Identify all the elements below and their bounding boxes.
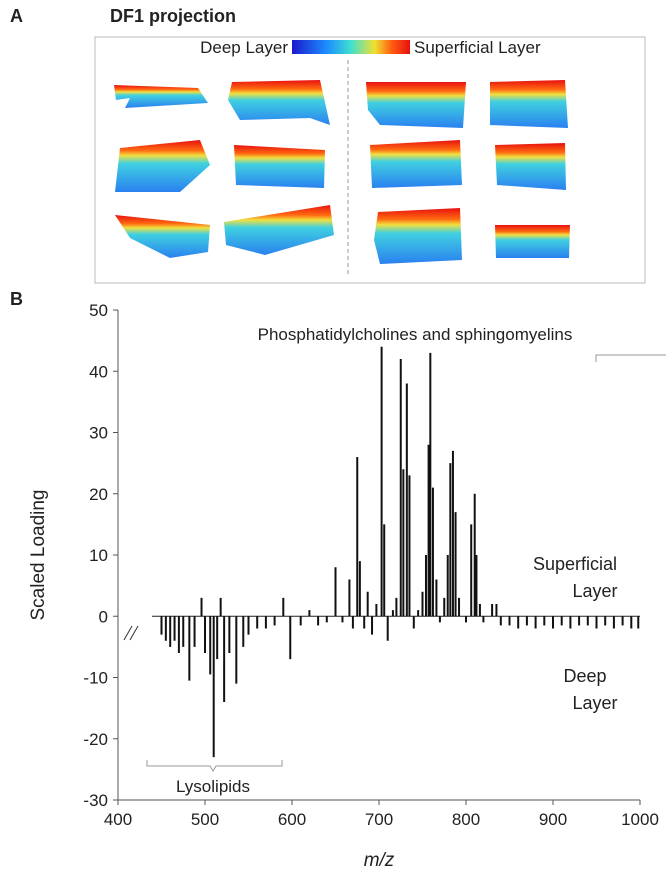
y-tick-label: 50: [89, 301, 108, 320]
brace: [146, 760, 283, 772]
x-axis-label: m/z: [364, 850, 395, 871]
tissue: [224, 205, 334, 255]
tissue: [495, 225, 570, 258]
y-tick-label: -10: [83, 669, 108, 688]
side-label: Layer: [572, 581, 617, 601]
x-tick-label: 700: [365, 810, 393, 829]
panel-label: B: [10, 289, 23, 309]
x-tick-label: 400: [104, 810, 132, 829]
x-tick-label: 500: [191, 810, 219, 829]
side-label: Layer: [572, 693, 617, 713]
tissue-images: [114, 80, 570, 264]
panel-label: A: [10, 6, 23, 26]
tissue: [115, 140, 210, 192]
tissue: [374, 208, 462, 264]
colorbar: [292, 40, 410, 54]
y-tick-label: 20: [89, 485, 108, 504]
brace: [595, 354, 666, 362]
y-tick-label: 40: [89, 362, 108, 381]
y-axis-label: Scaled Loading: [28, 490, 49, 621]
axis-break: [123, 625, 139, 641]
tissue: [495, 143, 566, 190]
x-tick-label: 900: [539, 810, 567, 829]
tissue: [114, 85, 208, 108]
x-tick-label: 1000: [621, 810, 659, 829]
annotation: Lysolipids: [176, 777, 250, 796]
annotation: Phosphatidylcholines and sphingomyelins: [258, 325, 573, 344]
tissue: [490, 80, 568, 128]
x-tick-label: 800: [452, 810, 480, 829]
tissue: [366, 82, 466, 128]
y-tick-label: -30: [83, 791, 108, 810]
tissue: [115, 215, 210, 258]
tissue: [228, 80, 330, 125]
y-tick-label: -20: [83, 730, 108, 749]
y-tick-label: 0: [99, 607, 108, 626]
tissue: [234, 145, 325, 188]
y-tick-label: 30: [89, 424, 108, 443]
colorbar-label: Deep Layer: [200, 38, 288, 57]
side-label: Deep: [563, 666, 606, 686]
x-tick-label: 600: [278, 810, 306, 829]
panel-title: DF1 projection: [110, 6, 236, 26]
colorbar-label: Superficial Layer: [414, 38, 541, 57]
tissue: [370, 140, 462, 188]
side-label: Superficial: [533, 554, 617, 574]
y-tick-label: 10: [89, 546, 108, 565]
